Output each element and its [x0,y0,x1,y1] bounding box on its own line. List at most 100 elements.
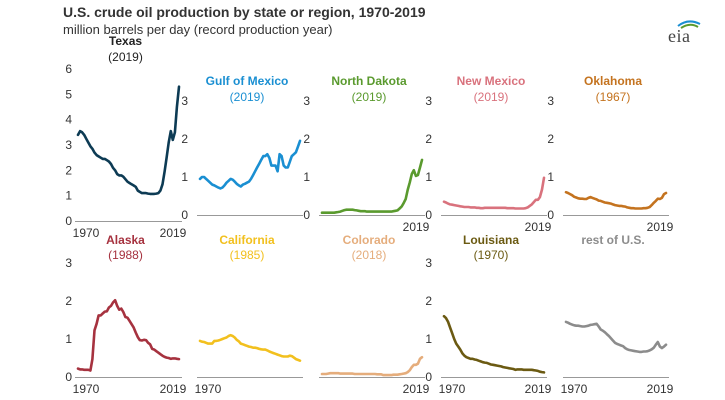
data-point-louisiana-1986 [476,359,478,361]
y-tick-oklahoma-2: 2 [547,132,554,146]
data-point-colorado-2004 [391,374,393,376]
series-line-north-dakota [320,158,424,214]
data-point-north-dakota-1982 [346,209,348,211]
panel-title-gulf-of-mexico: Gulf of Mexico [206,74,289,88]
data-point-rest-of-u-s-1988 [602,330,604,332]
data-point-new-mexico-1978 [460,206,462,208]
data-point-california-1978 [216,340,218,342]
data-point-texas-1982 [102,158,104,160]
data-point-colorado-1999 [380,374,382,376]
data-point-louisiana-1981 [466,356,468,358]
data-point-colorado-1973 [327,373,329,375]
panel-north-dakota: North Dakota (2019) 0 1 2 3 2019 [303,74,429,234]
data-point-louisiana-2004 [513,368,515,370]
data-point-rest-of-u-s-1983 [592,324,594,326]
data-point-alaska-2015 [170,358,172,360]
data-point-oklahoma-2007 [641,208,643,210]
data-point-new-mexico-2017 [539,196,541,198]
data-point-north-dakota-2011 [405,198,407,200]
series-line-alaska [76,298,181,372]
data-point-louisiana-1985 [474,359,476,361]
data-point-texas-2010 [160,190,162,192]
data-point-louisiana-2003 [511,368,513,370]
data-point-alaska-1981 [100,315,102,317]
x-tick-north-dakota-0: 2019 [403,220,430,234]
data-point-oklahoma-1975 [575,197,577,199]
data-point-north-dakota-1996 [374,211,376,213]
data-point-rest-of-u-s-1995 [616,343,618,345]
data-point-louisiana-1979 [462,353,464,355]
data-point-texas-2006 [151,193,153,195]
data-point-texas-2002 [143,192,145,194]
data-point-texas-2016 [172,139,174,141]
data-point-new-mexico-2002 [509,207,511,209]
data-point-colorado-2005 [393,374,395,376]
data-point-rest-of-u-s-2010 [647,350,649,352]
y-tick-new-mexico-0: 0 [425,208,432,222]
data-point-gulf-of-mexico-2010 [281,155,283,157]
data-point-gulf-of-mexico-1982 [224,185,226,187]
series-line-california [198,333,302,362]
data-point-alaska-2004 [147,342,149,344]
data-point-louisiana-2016 [537,370,539,372]
data-point-oklahoma-2017 [661,197,663,199]
data-point-oklahoma-2019 [665,192,667,194]
data-point-louisiana-1973 [449,327,451,329]
x-tick-alaska-0: 1970 [73,382,100,396]
data-point-gulf-of-mexico-2011 [283,165,285,167]
panel-california: California(1985) 1970 [195,233,303,396]
data-point-alaska-1994 [127,317,129,319]
data-point-gulf-of-mexico-1977 [214,185,216,187]
data-point-new-mexico-1973 [449,204,451,206]
data-point-alaska-1991 [121,308,123,310]
data-point-texas-2000 [139,191,141,193]
data-point-alaska-1975 [88,369,90,371]
data-point-new-mexico-1995 [494,207,496,209]
x-tick-alaska-1: 2019 [160,382,187,396]
data-point-alaska-2002 [143,339,145,341]
data-point-texas-1992 [123,176,125,178]
data-point-louisiana-2011 [527,369,529,371]
data-point-colorado-2000 [382,374,384,376]
data-point-rest-of-u-s-1974 [573,325,575,327]
data-point-california-1973 [205,342,207,344]
data-point-oklahoma-1989 [604,202,606,204]
data-point-louisiana-1991 [486,362,488,364]
data-point-texas-1991 [121,175,123,177]
eia-logo-swoosh [677,20,701,29]
y-tick-texas-5: 5 [65,87,72,101]
data-point-colorado-1997 [376,374,378,376]
data-point-alaska-1977 [92,358,94,360]
data-point-gulf-of-mexico-2005 [271,165,273,167]
data-point-new-mexico-1988 [480,207,482,209]
data-point-california-2014 [289,355,291,357]
data-point-north-dakota-1974 [329,212,331,214]
data-point-alaska-2011 [162,355,164,357]
panel-alaska: Alaska(1988) 0 1 2 3 1970 2019 [65,233,186,396]
data-point-new-mexico-2009 [523,208,525,210]
data-point-north-dakota-1990 [362,210,364,212]
data-point-new-mexico-1985 [474,207,476,209]
data-point-north-dakota-2007 [397,210,399,212]
data-point-gulf-of-mexico-2004 [269,157,271,159]
data-point-louisiana-2008 [521,369,523,371]
data-point-gulf-of-mexico-2018 [297,146,299,148]
data-point-north-dakota-1995 [372,211,374,213]
data-point-oklahoma-1991 [608,202,610,204]
data-point-new-mexico-2006 [517,208,519,210]
data-point-north-dakota-1987 [356,210,358,212]
data-point-gulf-of-mexico-2003 [267,153,269,155]
data-point-alaska-1988 [114,299,116,301]
data-point-north-dakota-2014 [411,173,413,175]
data-point-north-dakota-2015 [413,169,415,171]
data-point-rest-of-u-s-2009 [645,351,647,353]
data-point-north-dakota-2013 [409,182,411,184]
data-point-gulf-of-mexico-1998 [256,167,258,169]
data-point-new-mexico-1971 [445,202,447,204]
y-tick-texas-4: 4 [65,113,72,127]
data-point-rest-of-u-s-1999 [624,347,626,349]
data-point-rest-of-u-s-2006 [639,351,641,353]
y-tick-oklahoma-3: 3 [547,94,554,108]
x-tick-texas-1: 2019 [160,226,187,240]
data-point-new-mexico-2013 [531,204,533,206]
